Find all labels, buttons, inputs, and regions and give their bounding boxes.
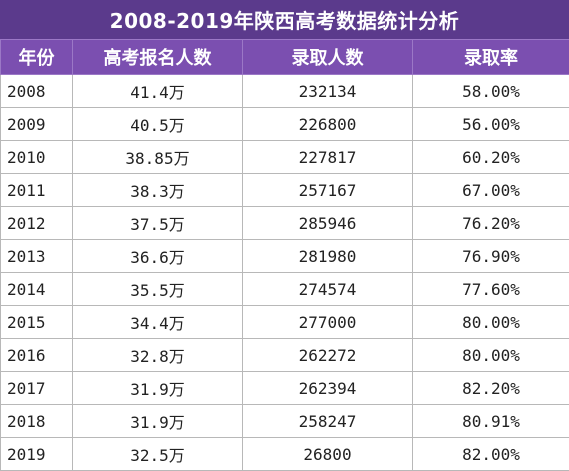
applicants-cell: 35.5万 bbox=[73, 273, 243, 306]
admitted-cell: 262272 bbox=[243, 339, 413, 372]
admission-rate-cell: 80.91% bbox=[413, 405, 569, 438]
year-cell: 2016 bbox=[1, 339, 73, 372]
year-cell: 2018 bbox=[1, 405, 73, 438]
admitted-cell: 232134 bbox=[243, 75, 413, 108]
year-cell: 2019 bbox=[1, 438, 73, 471]
admission-rate-cell: 80.00% bbox=[413, 339, 569, 372]
admitted-cell: 281980 bbox=[243, 240, 413, 273]
admission-rate-cell: 67.00% bbox=[413, 174, 569, 207]
admitted-cell: 26800 bbox=[243, 438, 413, 471]
year-cell: 2015 bbox=[1, 306, 73, 339]
applicants-cell: 32.8万 bbox=[73, 339, 243, 372]
admission-rate-cell: 58.00% bbox=[413, 75, 569, 108]
admitted-cell: 258247 bbox=[243, 405, 413, 438]
admitted-cell: 257167 bbox=[243, 174, 413, 207]
applicants-cell: 40.5万 bbox=[73, 108, 243, 141]
year-cell: 2017 bbox=[1, 372, 73, 405]
admission-rate-cell: 56.00% bbox=[413, 108, 569, 141]
year-cell: 2008 bbox=[1, 75, 73, 108]
admission-rate-cell: 80.00% bbox=[413, 306, 569, 339]
admitted-cell: 262394 bbox=[243, 372, 413, 405]
admission-rate-cell: 76.90% bbox=[413, 240, 569, 273]
admission-rate-cell: 60.20% bbox=[413, 141, 569, 174]
admission-rate-cell: 82.00% bbox=[413, 438, 569, 471]
admission-rate-cell: 82.20% bbox=[413, 372, 569, 405]
admitted-cell: 277000 bbox=[243, 306, 413, 339]
applicants-cell: 31.9万 bbox=[73, 372, 243, 405]
column-header-admitted: 录取人数 bbox=[243, 40, 413, 75]
table-title: 2008-2019年陕西高考数据统计分析 bbox=[0, 0, 569, 39]
admitted-cell: 274574 bbox=[243, 273, 413, 306]
admitted-cell: 285946 bbox=[243, 207, 413, 240]
applicants-cell: 34.4万 bbox=[73, 306, 243, 339]
admission-rate-cell: 76.20% bbox=[413, 207, 569, 240]
year-cell: 2011 bbox=[1, 174, 73, 207]
applicants-cell: 31.9万 bbox=[73, 405, 243, 438]
column-header-applicants: 高考报名人数 bbox=[73, 40, 243, 75]
applicants-cell: 38.3万 bbox=[73, 174, 243, 207]
year-cell: 2012 bbox=[1, 207, 73, 240]
applicants-cell: 37.5万 bbox=[73, 207, 243, 240]
applicants-cell: 38.85万 bbox=[73, 141, 243, 174]
year-cell: 2010 bbox=[1, 141, 73, 174]
column-header-year: 年份 bbox=[1, 40, 73, 75]
applicants-cell: 36.6万 bbox=[73, 240, 243, 273]
applicants-cell: 41.4万 bbox=[73, 75, 243, 108]
year-cell: 2009 bbox=[1, 108, 73, 141]
applicants-cell: 32.5万 bbox=[73, 438, 243, 471]
header-row: 年份 高考报名人数 录取人数 录取率 bbox=[1, 40, 569, 75]
admitted-cell: 227817 bbox=[243, 141, 413, 174]
column-header-admission-rate: 录取率 bbox=[413, 40, 569, 75]
admission-rate-cell: 77.60% bbox=[413, 273, 569, 306]
year-cell: 2013 bbox=[1, 240, 73, 273]
year-cell: 2014 bbox=[1, 273, 73, 306]
admitted-cell: 226800 bbox=[243, 108, 413, 141]
